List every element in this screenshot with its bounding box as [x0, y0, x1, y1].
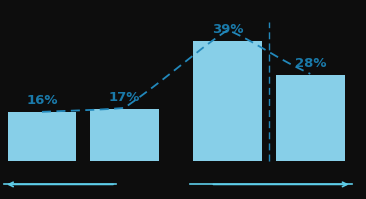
Text: 28%: 28%	[295, 57, 326, 70]
Bar	[276, 75, 345, 161]
Bar	[193, 41, 262, 161]
Text: 16%: 16%	[26, 94, 58, 107]
Text: 17%: 17%	[109, 91, 140, 104]
Bar	[8, 112, 76, 161]
Text: 39%: 39%	[212, 23, 243, 36]
Bar	[90, 109, 159, 161]
